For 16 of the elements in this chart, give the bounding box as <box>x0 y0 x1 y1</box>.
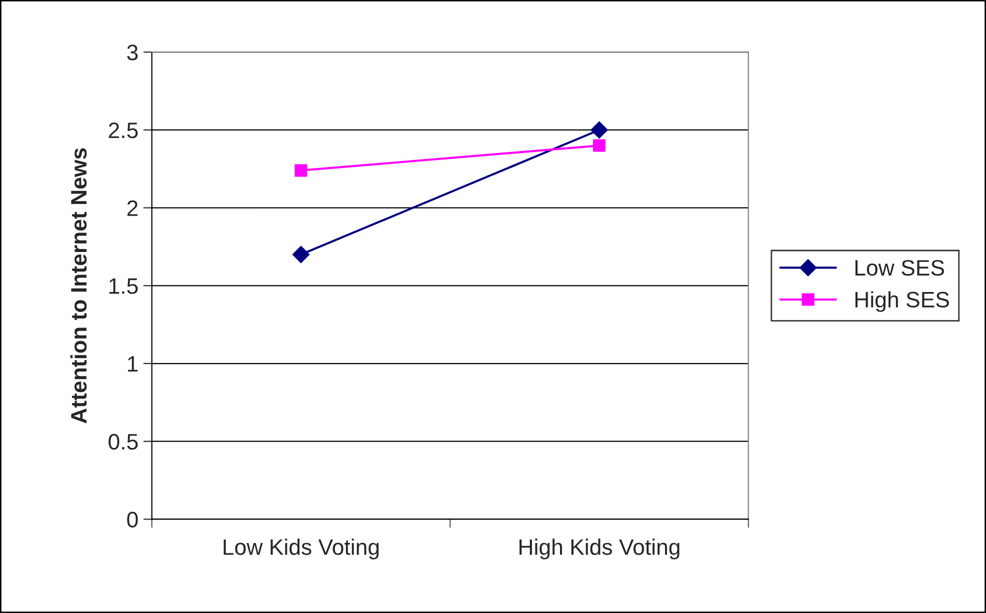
legend-label: High SES <box>855 291 949 312</box>
legend-label: Low SES <box>855 260 944 276</box>
y-tick-label: 0 <box>127 512 138 528</box>
y-tick-label: 2.5 <box>108 122 138 138</box>
point <box>590 121 608 139</box>
y-tick-label: 1 <box>128 356 138 372</box>
point <box>292 246 310 264</box>
y-tick-label: 3 <box>127 44 138 60</box>
point <box>592 139 606 152</box>
x-tick-label: Low Kids Voting <box>224 538 379 560</box>
x-tick-label: High Kids Voting <box>520 538 680 560</box>
y-axis-title: Attention to Internet News <box>70 148 87 424</box>
y-tick-label: 0.5 <box>108 434 138 450</box>
y-tick-label: 1.5 <box>109 278 138 294</box>
point <box>294 164 308 177</box>
y-tick-label: 2 <box>127 200 138 216</box>
